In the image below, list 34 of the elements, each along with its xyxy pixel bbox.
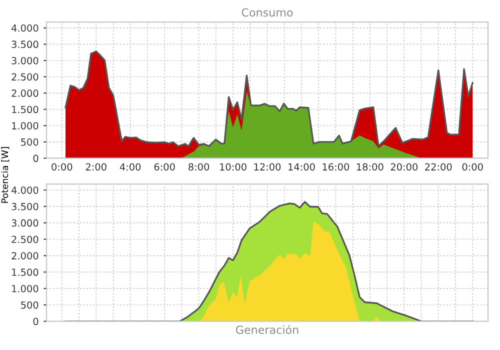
y-tick-label: 1.500 (12, 106, 38, 114)
y-tick-label: 500 (21, 138, 38, 146)
x-tick-label: 8:00 (188, 163, 210, 171)
chart-title: Consumo (242, 8, 293, 17)
x-tick-label: 18:00 (356, 163, 384, 171)
x-tick-label: 10:00 (220, 163, 246, 171)
y-tick-label: 0 (33, 318, 38, 326)
y-tick-label: 2.500 (12, 73, 38, 81)
y-axis-title: Potencia [W] (1, 147, 10, 203)
y-tick-label: 3.500 (12, 40, 38, 48)
y-tick-label: 4.000 (12, 24, 38, 32)
x-tick-label: 4:00 (120, 163, 141, 171)
x-tick-label: 0:00 (462, 163, 483, 171)
y-tick-label: 3.000 (12, 56, 38, 64)
y-tick-label: 2.500 (12, 236, 38, 244)
y-tick-label: 2.000 (12, 90, 38, 97)
x-tick-label: 6:00 (154, 163, 175, 171)
y-tick-label: 1.000 (12, 284, 38, 292)
y-tick-label: 1.500 (12, 268, 38, 276)
x-tick-label: 20:00 (390, 163, 418, 171)
x-tick-label: 0:00 (52, 163, 72, 171)
y-tick-label: 4.000 (12, 186, 38, 194)
y-tick-label: 500 (21, 301, 38, 309)
y-tick-label: 3.500 (12, 202, 38, 210)
y-tick-label: 0 (33, 154, 38, 162)
x-tick-label: 2:00 (86, 163, 106, 171)
x-tick-label: 22:00 (425, 163, 452, 171)
y-tick-label: 1.000 (12, 122, 38, 130)
text: Generación (236, 324, 298, 334)
x-tick-label: 14:00 (288, 163, 315, 171)
x-tick-label: 16:00 (322, 163, 350, 171)
y-tick-label: 3.000 (12, 219, 38, 227)
y-tick-label: 2.000 (12, 252, 38, 260)
x-tick-label: 12:00 (254, 163, 281, 171)
